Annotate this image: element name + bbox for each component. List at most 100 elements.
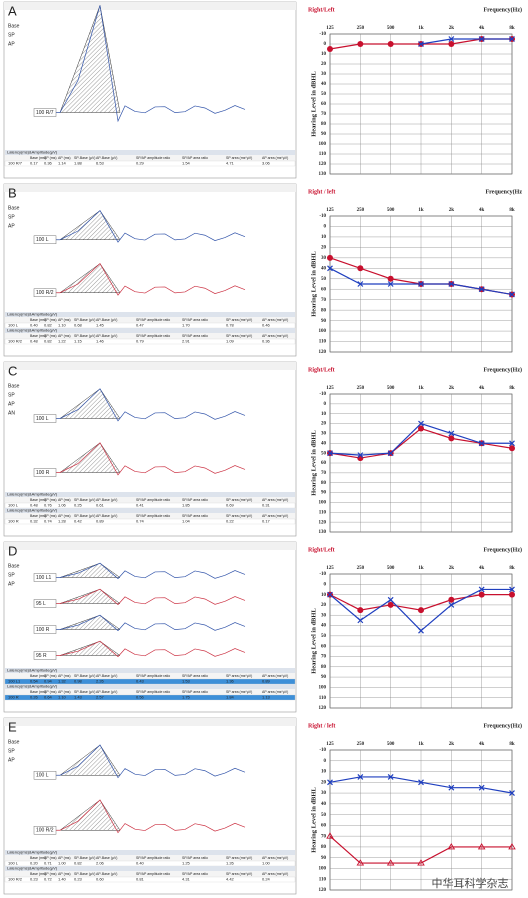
x-title: Frequency(Hz) [483,546,522,553]
column-header: SP (ms) [44,514,57,518]
y-tick-label: 30 [321,72,327,77]
table-cell: 0.61 [96,503,105,508]
table-cell: 0.26 [30,695,39,700]
panel-letter: E [8,719,17,734]
table-cell: 6.53 [96,161,105,166]
marker [509,790,515,797]
chart-title: Right/Left [308,7,335,13]
y-tick-label: 30 [321,613,327,618]
trace-label: 100 R/7 [36,110,54,116]
column-header: SP/AP amplitude ratio [136,156,170,160]
y-tick-label: 60 [321,644,327,649]
table-cell: 1.13 [262,695,271,700]
y-tick-label: -10 [319,214,326,219]
y-tick-label: 10 [321,52,327,57]
column-header: SP-Base (μV) [74,872,95,876]
table-cell: 100 L [8,861,19,866]
column-header: AP-Base (μV) [96,156,117,160]
toolbar [4,718,296,726]
column-header: SP-Base (μV) [74,856,95,860]
marker [418,779,424,786]
y-tick-label: -10 [319,572,326,577]
table-cell: 100 L [8,503,19,508]
column-header: SP (ms) [44,498,57,502]
column-header: AP area (ms*μV) [262,674,288,678]
column-header: AP (ms) [58,318,71,322]
x-tick-label: 500 [387,386,395,391]
column-header: AP-Base (μV) [96,856,117,860]
table-cell: 0.20 [30,861,39,866]
x-tick-label: 125 [326,386,334,391]
x-tick-label: 1k [418,386,424,391]
y-tick-label: 120 [319,350,327,355]
y-tick-label: 0 [324,402,327,407]
y-tick-label: 50 [321,92,327,97]
marker [418,425,424,432]
marker [357,617,364,624]
table-cell: 0.23 [74,877,83,882]
table-cell: 1.04 [182,519,191,524]
table-cell: 1.14 [58,161,67,166]
table-cell: 100 R/7 [8,161,23,166]
table-cell: 0.69 [226,503,235,508]
trace-box [33,468,57,477]
column-header: AP area (ms*μV) [262,872,288,876]
x-title: Frequency(Hz) [483,6,522,13]
x-tick-label: 125 [326,742,334,747]
y-tick-label: 110 [319,877,327,882]
table-title: Latency(ms)&Amplitude(μV) [7,492,58,497]
trace-label: 95 L [36,601,46,607]
trace-label: 100 L1 [36,575,52,581]
side-label: AP [8,401,15,407]
marker [327,265,333,272]
column-header: SP/AP area ratio [182,856,208,860]
marker [357,773,364,780]
column-header: SP (ms) [44,872,57,876]
x-title: Frequency(Hz) [483,722,522,729]
waveform [45,388,246,422]
table-cell: 0.76 [44,503,53,508]
x-tick-label: 125 [326,26,334,31]
column-header: SP area (ms*μV) [226,156,252,160]
marker [448,430,455,437]
column-header: AP-Base (μV) [96,872,117,876]
marker [448,435,455,442]
waveform [45,5,246,123]
marker [509,591,515,598]
marker [448,601,455,608]
table-header-bg [5,333,295,339]
table-title: Latency(ms)&Amplitude(μV) [7,866,58,871]
x-tick-label: 125 [326,208,334,213]
side-label: Base [8,205,20,211]
marker [387,275,394,282]
table-title-bar [5,684,295,689]
x-tick-label: 8k [509,566,515,571]
x-tick-label: 500 [387,742,395,747]
y-tick-label: 130 [319,172,327,177]
side-label: AP [8,41,15,47]
table-cell: 2.91 [182,339,191,344]
marker [357,41,364,47]
y-tick-label: 120 [319,888,327,893]
table-cell: 1.15 [74,339,83,344]
y-tick-label: 120 [319,520,327,525]
x-tick-label: 2k [449,566,455,571]
side-label: Base [8,563,20,569]
y-tick-label: 0 [324,582,327,587]
marker [357,281,364,287]
panel-letter: C [8,363,17,378]
marker [418,420,424,427]
side-label: AP [8,757,15,763]
side-label: SP [8,214,15,220]
y-tick-label: 110 [319,152,327,157]
y-tick-label: 90 [321,856,327,861]
table-header-bg [5,871,295,877]
x-tick-label: 1k [418,566,424,571]
table-title: Latency(ms)&Amplitude(μV) [7,850,58,855]
x-tick-label: 8k [509,208,515,213]
trace-box [33,573,57,582]
x-tick-label: 500 [387,208,395,213]
x-tick-label: 2k [449,386,455,391]
y-tick-label: 40 [321,802,327,807]
table-cell: 1.10 [58,695,67,700]
